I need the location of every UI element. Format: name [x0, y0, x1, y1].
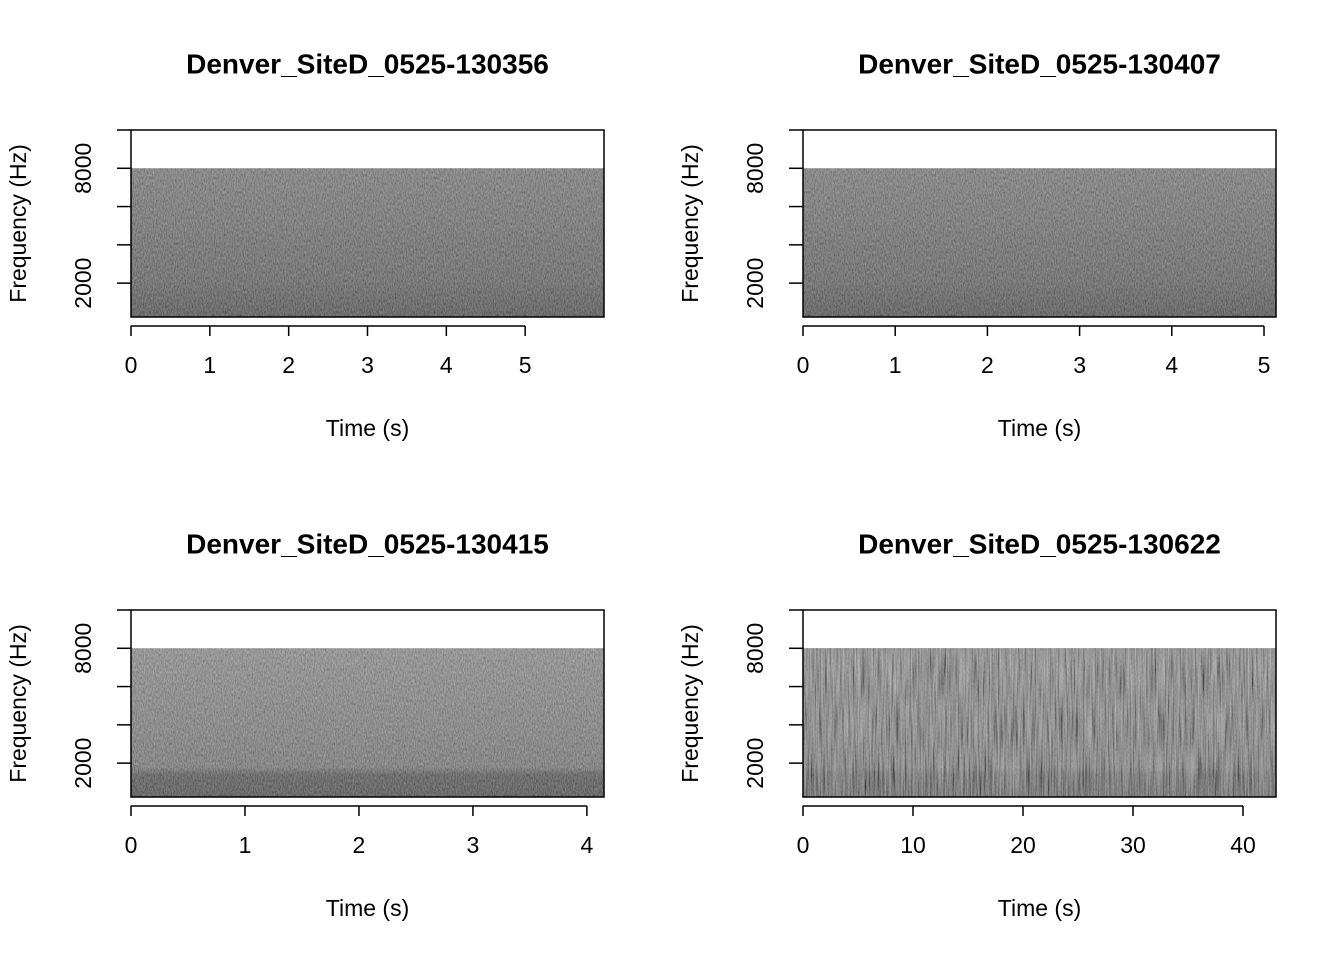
- y-tick-label: 8000: [742, 143, 768, 194]
- x-axis-label: Time (s): [998, 415, 1081, 441]
- x-tick-label: 20: [1010, 832, 1036, 858]
- spectrogram-texture: [131, 168, 604, 317]
- x-tick-label: 0: [797, 832, 810, 858]
- x-tick-label: 0: [797, 352, 810, 378]
- chart-title: Denver_SiteD_0525-130407: [858, 48, 1221, 79]
- x-axis-label: Time (s): [326, 895, 409, 921]
- x-tick-label: 1: [203, 352, 216, 378]
- x-tick-label: 3: [1073, 352, 1086, 378]
- y-axis-label: Frequency (Hz): [677, 144, 703, 302]
- x-tick-label: 3: [361, 352, 374, 378]
- y-axis-label: Frequency (Hz): [5, 624, 31, 782]
- x-tick-label: 2: [981, 352, 994, 378]
- x-tick-label: 0: [125, 832, 138, 858]
- x-tick-label: 1: [239, 832, 252, 858]
- y-tick-label: 8000: [742, 623, 768, 674]
- chart-title: Denver_SiteD_0525-130622: [858, 528, 1221, 559]
- plot-frame: [802, 609, 1277, 798]
- spectrogram-texture: [803, 168, 1276, 317]
- y-tick-label: 2000: [70, 738, 96, 789]
- chart-title: Denver_SiteD_0525-130415: [186, 528, 549, 559]
- x-tick-label: 2: [353, 832, 366, 858]
- x-tick-label: 1: [889, 352, 902, 378]
- y-axis-label: Frequency (Hz): [5, 144, 31, 302]
- y-tick-label: 2000: [742, 738, 768, 789]
- plot-frame: [130, 129, 605, 318]
- x-tick-label: 5: [1258, 352, 1271, 378]
- spectrogram-texture: [803, 648, 1276, 797]
- x-tick-label: 5: [519, 352, 532, 378]
- x-tick-label: 4: [581, 832, 594, 858]
- y-axis-label: Frequency (Hz): [677, 624, 703, 782]
- x-axis-label: Time (s): [326, 415, 409, 441]
- y-tick-label: 2000: [70, 258, 96, 309]
- y-tick-label: 2000: [742, 258, 768, 309]
- x-tick-label: 2: [282, 352, 295, 378]
- x-axis-label: Time (s): [998, 895, 1081, 921]
- plot-frame: [130, 609, 605, 798]
- plot-frame: [802, 129, 1277, 318]
- y-tick-label: 8000: [70, 623, 96, 674]
- x-tick-label: 3: [467, 832, 480, 858]
- spectrogram-texture: [131, 648, 604, 797]
- y-tick-label: 8000: [70, 143, 96, 194]
- x-tick-label: 10: [900, 832, 926, 858]
- chart-title: Denver_SiteD_0525-130356: [186, 48, 549, 79]
- x-tick-label: 30: [1120, 832, 1146, 858]
- x-tick-label: 0: [125, 352, 138, 378]
- x-tick-label: 4: [1165, 352, 1178, 378]
- x-tick-label: 40: [1230, 832, 1256, 858]
- x-tick-label: 4: [440, 352, 453, 378]
